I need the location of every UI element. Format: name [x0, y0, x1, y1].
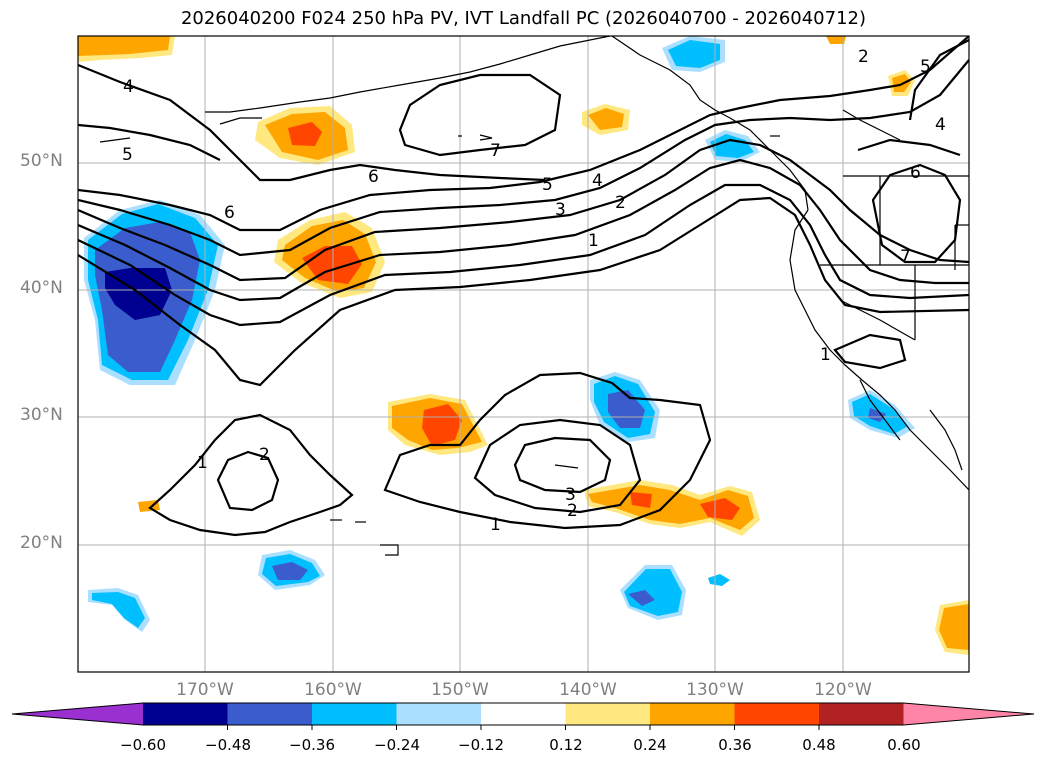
- lat-label: 40°N: [20, 278, 63, 298]
- contour-label: 1: [588, 231, 599, 251]
- shade-blob: [272, 562, 308, 580]
- colorbar-extend-min: [12, 703, 143, 725]
- colorbar-tick-label: 0.48: [802, 736, 836, 754]
- colorbar-segment: [734, 703, 820, 725]
- lon-label: 140°W: [559, 680, 617, 700]
- colorbar-outline: [11, 702, 1035, 726]
- shade-blob: [608, 390, 645, 428]
- lat-label: 20°N: [20, 533, 63, 553]
- colorbar-tick-label: 0.60: [887, 736, 921, 754]
- map-title: 2026040200 F024 250 hPa PV, IVT Landfall…: [180, 8, 867, 29]
- colorbar-extend-max: [903, 703, 1034, 725]
- lon-label: 130°W: [686, 680, 744, 700]
- shading-layer: [78, 36, 969, 655]
- lat-label: 50°N: [20, 151, 63, 171]
- map-figure: 4 5 6 6 7 5 4 3 2 1 6 7 5 4 1 2 3 2 1 1 …: [77, 35, 970, 673]
- contour-label: 2: [858, 47, 869, 67]
- shade-blob: [826, 36, 846, 44]
- contour-label-layer: 4 5 6 6 7 5 4 3 2 1 6 7 5 4 1 2 3 2 1 1 …: [122, 47, 946, 535]
- shade-blob: [288, 122, 322, 146]
- colorbar-segment: [312, 703, 397, 725]
- colorbar-segment: [650, 703, 735, 725]
- contour-label: 3: [565, 485, 576, 505]
- shade-blob: [668, 40, 720, 68]
- contour-label: 5: [542, 175, 553, 195]
- colorbar-tick-label: 0.12: [549, 736, 583, 754]
- colorbar: [11, 702, 1035, 730]
- contour-label: 5: [122, 145, 133, 165]
- contour-label: 4: [935, 115, 946, 135]
- colorbar-tick-label: 0.36: [718, 736, 752, 754]
- colorbar-segment: [227, 703, 313, 725]
- graticule: [78, 36, 969, 672]
- contour-label: 6: [910, 163, 921, 183]
- colorbar-segment: [143, 703, 228, 725]
- colorbar-tick-label: −0.36: [289, 736, 335, 754]
- plot-frame: [77, 35, 970, 673]
- lon-label: 120°W: [814, 680, 872, 700]
- colorbar-tick-label: −0.24: [374, 736, 420, 754]
- colorbar-segment: [481, 703, 566, 725]
- lat-label: 30°N: [20, 405, 63, 425]
- colorbar-tick-label: −0.60: [120, 736, 166, 754]
- lon-label: 150°W: [431, 680, 489, 700]
- colorbar-tick-label: −0.48: [205, 736, 251, 754]
- shade-blob: [939, 604, 969, 650]
- colorbar-tick-label: 0.24: [633, 736, 667, 754]
- shade-blob: [624, 569, 682, 616]
- contour-label: 1: [490, 515, 501, 535]
- shade-blob: [708, 574, 730, 586]
- shade-blob: [588, 485, 754, 530]
- shade-blob: [78, 36, 170, 56]
- contour-label: 6: [368, 167, 379, 187]
- shade-blob: [710, 134, 754, 158]
- contour-label: 7: [900, 247, 911, 267]
- contour-label: 4: [592, 171, 603, 191]
- lon-label: 170°W: [176, 680, 234, 700]
- plot-area: [78, 36, 969, 672]
- contour-label: 5: [920, 57, 931, 77]
- contour-label: 2: [615, 193, 626, 213]
- shade-blob: [588, 108, 624, 130]
- contour-label: 4: [123, 77, 134, 97]
- shade-blob: [700, 498, 740, 520]
- contour-lines: [78, 36, 969, 537]
- colorbar-segment: [396, 703, 482, 725]
- colorbar-tick-label: −0.12: [458, 736, 504, 754]
- shade-blob: [892, 74, 911, 92]
- coastlines: [99, 36, 969, 556]
- contour-label: 1: [197, 453, 208, 473]
- lon-label: 160°W: [304, 680, 362, 700]
- contour-label: 1: [820, 345, 831, 365]
- colorbar-segment: [819, 703, 904, 725]
- shade-blob: [422, 404, 462, 446]
- shade-blob: [628, 590, 655, 606]
- shade-blob: [868, 408, 886, 422]
- shade-blob: [92, 592, 145, 628]
- contour-label: 7: [490, 141, 501, 161]
- contour-label: 3: [555, 200, 566, 220]
- shade-blob: [630, 492, 652, 508]
- contour-label: 2: [567, 501, 578, 521]
- colorbar-segment: [565, 703, 651, 725]
- contour-label: 2: [259, 445, 270, 465]
- contour-label: 6: [224, 203, 235, 223]
